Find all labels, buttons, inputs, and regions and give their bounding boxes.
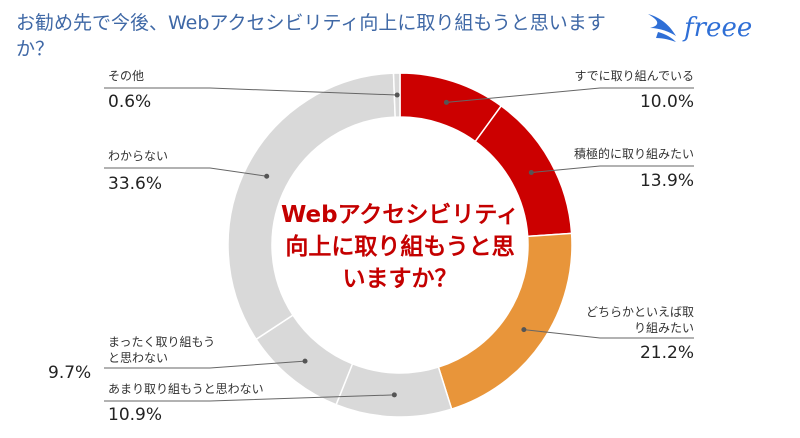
leader-line-6 <box>104 87 398 96</box>
slice-label-6: その他 <box>108 69 144 83</box>
leader-line-4 <box>104 360 306 369</box>
leader-dot-0 <box>443 99 449 105</box>
slice-label-4: まったく取り組もうと思わない <box>108 335 215 365</box>
bird-logo-icon: freee <box>648 13 752 43</box>
page-title: お勧め先で今後、Webアクセシビリティ向上に取り組もうと思いますか？ <box>16 12 606 60</box>
labels-layer: すでに取り組んでいる 10.0% 積極的に取り組みたい 13.9% どちらかといえば取り… <box>48 69 694 425</box>
leader-dot-4 <box>302 358 308 364</box>
slices-layer <box>227 72 573 418</box>
center-text-line-1: 向上に取り組もうと思 <box>285 233 514 260</box>
slice-label-3: あまり取り組もうと思わない <box>108 382 264 396</box>
leader-dot-5 <box>264 173 270 179</box>
slice-3 <box>335 362 453 418</box>
leader-line-0 <box>446 87 694 103</box>
logo-text: freee <box>682 13 752 43</box>
center-text-line-0: Webアクセシビリティ <box>281 202 519 228</box>
slice-value-3: 10.9% <box>108 405 162 425</box>
center-text-group: Webアクセシビリティ向上に取り組もうと思いますか？ <box>281 202 519 292</box>
leader-dot-1 <box>528 169 534 175</box>
freee-logo: freee <box>640 6 790 46</box>
slice-label-5: わからない <box>108 149 168 163</box>
slice-5 <box>227 72 396 341</box>
slice-label-0: すでに取り組んでいる <box>574 69 694 83</box>
slice-value-4: 9.7% <box>48 363 91 383</box>
center-text-line-2: いますか？ <box>343 266 458 292</box>
leader-dot-2 <box>521 327 527 333</box>
leader-line-3 <box>104 394 395 402</box>
leader-line-5 <box>104 167 267 177</box>
slice-label-1: 積極的に取り組みたい <box>574 146 694 161</box>
leader-dot-6 <box>394 92 400 98</box>
slice-value-6: 0.6% <box>108 92 151 112</box>
slice-value-5: 33.6% <box>108 174 162 194</box>
slice-value-2: 21.2% <box>640 343 694 363</box>
slice-value-1: 13.9% <box>640 171 694 191</box>
leader-dot-3 <box>391 392 397 398</box>
leader-line-1 <box>531 165 694 173</box>
leader-line-2 <box>523 329 694 339</box>
leaders-layer <box>104 87 694 402</box>
slice-label-2: どちらかといえば取り組みたい <box>586 305 694 335</box>
slice-value-0: 10.0% <box>640 92 694 112</box>
